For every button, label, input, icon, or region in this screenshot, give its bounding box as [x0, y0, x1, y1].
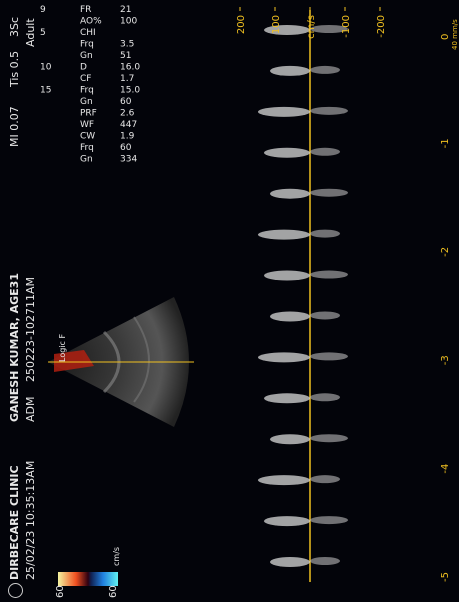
param-text: 9 — [40, 5, 46, 15]
param-text: Frq — [80, 86, 94, 96]
param-ao — [24, 24, 144, 35]
param-text: 21 — [120, 5, 131, 15]
param-text: AO% — [80, 17, 102, 27]
spectral-beat — [270, 188, 348, 199]
param-text: 5 — [40, 28, 46, 38]
spectral-beat — [264, 393, 340, 404]
scale-label: -100 — [341, 15, 352, 38]
sector-image — [48, 297, 194, 427]
spectral-beat — [264, 25, 348, 35]
param-cf — [24, 81, 144, 92]
param-cw-frq — [24, 150, 144, 161]
spectral-beat — [270, 557, 340, 567]
param-text: 51 — [120, 51, 131, 61]
spectral-beat — [270, 311, 340, 322]
time-tick-label: -3 — [440, 355, 451, 365]
param-text: Frq — [80, 143, 94, 153]
param-fr — [24, 12, 144, 23]
param-text: 3.5 — [120, 40, 134, 50]
spectral-beat — [258, 229, 340, 240]
param-text: 60 — [120, 97, 132, 107]
param-frq — [24, 47, 144, 58]
param-text: 334 — [120, 155, 137, 165]
param-chi — [24, 35, 144, 46]
param-text: 15 — [40, 86, 51, 96]
scale-label: 200 — [236, 15, 247, 34]
param-text: 2.6 — [120, 109, 135, 119]
param-cw — [24, 139, 144, 150]
param-text: 60 — [120, 143, 132, 153]
param-text: CF — [80, 74, 91, 84]
time-tick-label: 0 — [440, 34, 451, 40]
param-text: 1.9 — [120, 132, 135, 142]
spectral-beat — [264, 270, 348, 281]
param-text: 447 — [120, 120, 137, 130]
param-text: 100 — [120, 17, 137, 27]
spectral-beat — [258, 475, 340, 486]
param-text: Gn — [80, 155, 93, 165]
param-text: D — [80, 63, 87, 73]
param-text: WF — [80, 120, 94, 130]
param-text: Frq — [80, 40, 94, 50]
param-text: Gn — [80, 97, 93, 107]
param-cf-gn — [24, 104, 144, 115]
param-text: CW — [80, 132, 95, 142]
param-cw-gn — [24, 162, 144, 173]
param-d — [24, 70, 144, 81]
param-text: PRF — [80, 109, 97, 119]
time-tick-label: -5 — [440, 572, 451, 582]
param-prf — [24, 116, 144, 127]
spectral-beat — [270, 434, 348, 445]
scale-label: -200 — [376, 15, 387, 38]
param-cf-frq — [24, 93, 144, 104]
time-tick-label: -4 — [440, 464, 451, 474]
scale-label: 100 — [271, 15, 282, 34]
param-text: 1.7 — [120, 74, 134, 84]
spectral-beat — [264, 516, 348, 527]
scale-label: cm/s — [306, 15, 317, 39]
param-text: 15.0 — [120, 86, 140, 96]
spectral-beat — [258, 352, 348, 363]
param-text: FR — [80, 5, 91, 15]
spectral-beat — [270, 65, 340, 76]
param-text: Gn — [80, 51, 93, 61]
param-text: 16.0 — [120, 63, 140, 73]
param-text: 10 — [40, 63, 52, 73]
time-tick-label: -1 — [440, 138, 451, 148]
time-tick-label: -2 — [440, 247, 451, 257]
spectral-beat — [258, 106, 348, 117]
param-gn — [24, 58, 144, 69]
sweep-speed: 40 mm/s — [451, 19, 459, 50]
param-cf-wf — [24, 127, 144, 138]
param-text: CHI — [80, 28, 96, 38]
spectral-beat — [264, 147, 340, 158]
